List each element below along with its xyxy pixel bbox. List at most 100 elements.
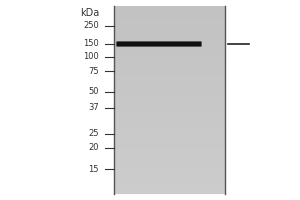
Bar xyxy=(114,100,225,102)
Bar xyxy=(114,29,225,30)
Bar xyxy=(114,32,225,34)
Bar xyxy=(114,186,225,188)
Bar xyxy=(114,49,225,51)
Text: 15: 15 xyxy=(88,164,99,173)
Bar xyxy=(114,85,225,87)
Bar xyxy=(114,83,225,85)
Bar xyxy=(114,89,225,91)
Bar xyxy=(114,168,225,170)
Bar xyxy=(114,136,225,138)
Bar xyxy=(114,170,225,171)
Text: 20: 20 xyxy=(88,144,99,152)
Bar xyxy=(114,12,225,14)
Bar xyxy=(114,79,225,81)
Text: 75: 75 xyxy=(88,66,99,75)
Bar xyxy=(114,106,225,108)
Bar xyxy=(114,123,225,124)
Text: 37: 37 xyxy=(88,104,99,112)
Bar xyxy=(114,111,225,113)
Bar xyxy=(114,113,225,115)
Bar xyxy=(114,96,225,98)
Bar xyxy=(114,141,225,143)
Bar xyxy=(114,68,225,70)
Bar xyxy=(114,130,225,132)
Bar xyxy=(114,38,225,40)
Bar xyxy=(114,155,225,156)
FancyBboxPatch shape xyxy=(116,41,202,47)
Bar xyxy=(114,153,225,155)
Bar xyxy=(114,156,225,158)
Bar xyxy=(114,76,225,77)
Bar xyxy=(114,44,225,45)
Bar xyxy=(114,121,225,123)
Bar xyxy=(114,27,225,29)
Bar xyxy=(114,109,225,111)
Bar xyxy=(114,132,225,134)
Bar xyxy=(114,64,225,66)
Bar xyxy=(114,119,225,121)
Bar xyxy=(114,57,225,59)
Bar xyxy=(114,21,225,23)
Bar xyxy=(114,72,225,74)
Bar xyxy=(114,158,225,160)
Bar xyxy=(114,108,225,109)
Bar xyxy=(114,77,225,79)
Bar xyxy=(114,175,225,177)
Text: 50: 50 xyxy=(88,88,99,97)
Bar xyxy=(114,173,225,175)
Bar xyxy=(114,190,225,192)
Bar xyxy=(114,104,225,106)
Bar xyxy=(114,53,225,55)
Bar xyxy=(114,30,225,32)
Bar xyxy=(114,160,225,162)
Bar xyxy=(114,45,225,47)
Bar xyxy=(114,87,225,89)
Bar xyxy=(114,143,225,145)
Bar xyxy=(114,40,225,42)
Bar xyxy=(114,14,225,15)
Bar xyxy=(114,177,225,179)
Bar xyxy=(114,102,225,104)
Bar xyxy=(114,117,225,119)
Bar xyxy=(114,36,225,38)
Bar xyxy=(114,124,225,126)
Bar xyxy=(114,66,225,68)
Bar xyxy=(114,92,225,94)
Bar xyxy=(114,81,225,83)
Bar xyxy=(114,23,225,25)
Bar xyxy=(114,171,225,173)
Bar xyxy=(114,179,225,181)
Bar xyxy=(114,166,225,168)
Bar xyxy=(114,61,225,62)
Bar xyxy=(114,147,225,149)
Bar xyxy=(114,94,225,96)
Bar xyxy=(114,6,225,8)
Text: 150: 150 xyxy=(83,40,99,48)
Bar xyxy=(114,17,225,19)
Bar xyxy=(114,128,225,130)
Bar xyxy=(114,15,225,17)
Bar xyxy=(114,25,225,27)
Bar xyxy=(114,115,225,117)
Bar xyxy=(114,134,225,136)
Text: kDa: kDa xyxy=(80,8,99,18)
Bar xyxy=(114,185,225,186)
Bar xyxy=(114,138,225,139)
Bar xyxy=(114,91,225,92)
Bar xyxy=(114,162,225,164)
Text: 250: 250 xyxy=(83,21,99,30)
Bar xyxy=(114,192,225,194)
Bar xyxy=(114,164,225,166)
Bar xyxy=(114,98,225,100)
Bar xyxy=(114,19,225,21)
Bar xyxy=(114,70,225,72)
Bar xyxy=(114,10,225,12)
Bar xyxy=(114,181,225,183)
Bar xyxy=(114,42,225,44)
Bar xyxy=(114,34,225,36)
Bar xyxy=(114,149,225,151)
Bar xyxy=(114,62,225,64)
Bar xyxy=(114,145,225,147)
Bar xyxy=(114,55,225,57)
Bar xyxy=(114,8,225,10)
